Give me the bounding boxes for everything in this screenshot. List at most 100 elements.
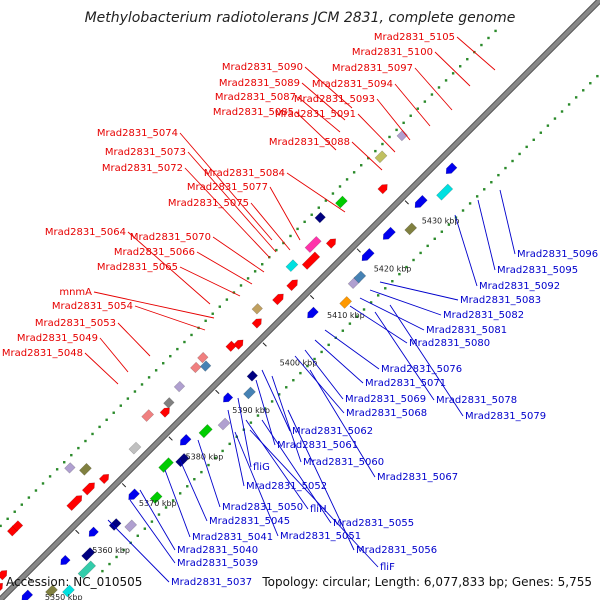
forward-track-dot bbox=[261, 263, 264, 266]
gene-box bbox=[45, 584, 58, 598]
forward-track-dot bbox=[303, 220, 306, 224]
forward-gene-label: Mrad2831_5090 bbox=[222, 62, 303, 73]
reverse-track-dot bbox=[447, 223, 451, 226]
reverse-track-dot bbox=[497, 173, 500, 177]
tick-mark bbox=[309, 295, 315, 300]
forward-track-dot bbox=[225, 298, 229, 301]
forward-gene-label-leader bbox=[297, 96, 341, 133]
forward-track-dot bbox=[176, 347, 179, 351]
forward-gene bbox=[0, 570, 8, 581]
reverse-gene-label: Mrad2831_5092 bbox=[479, 281, 560, 292]
gene-arrow bbox=[88, 526, 99, 537]
tick-label: 5420 kbp bbox=[374, 264, 412, 273]
reverse-gene-label: Mrad2831_5080 bbox=[409, 338, 490, 349]
label-leader-lines bbox=[84, 36, 516, 583]
forward-track-dot bbox=[402, 121, 405, 125]
reverse-gene bbox=[217, 417, 231, 431]
forward-gene-label-leader bbox=[295, 111, 337, 151]
reverse-track-dot bbox=[490, 181, 493, 184]
tick-label: 5350 kbp bbox=[45, 593, 83, 600]
reverse-gene bbox=[62, 584, 75, 598]
forward-gene-label: Mrad2831_5105 bbox=[374, 32, 455, 43]
reverse-track-dot bbox=[101, 569, 104, 573]
forward-gene bbox=[173, 380, 186, 393]
reverse-gene-label-leader bbox=[129, 499, 176, 564]
forward-track-dot bbox=[162, 362, 165, 365]
forward-gene-label: Mrad2831_5074 bbox=[97, 128, 178, 139]
reverse-track-dot bbox=[178, 492, 182, 495]
gene-box bbox=[198, 424, 213, 439]
reverse-gene-label-leader bbox=[139, 489, 176, 551]
forward-gene bbox=[233, 339, 244, 350]
reverse-gene-label: Mrad2831_5045 bbox=[209, 516, 290, 527]
forward-track-dot bbox=[91, 432, 94, 436]
gene-arrow bbox=[179, 433, 192, 446]
forward-gene-label: Mrad2831_5070 bbox=[130, 232, 211, 243]
forward-gene-label: Mrad2831_5053 bbox=[35, 318, 116, 329]
reverse-track-dot bbox=[157, 513, 161, 516]
reverse-gene-label-leader bbox=[227, 409, 245, 487]
reverse-track-dot bbox=[369, 301, 373, 304]
forward-track-dot bbox=[140, 383, 144, 386]
forward-track-dot bbox=[112, 411, 115, 414]
reverse-gene bbox=[45, 584, 58, 598]
forward-gene-label-leader bbox=[304, 66, 353, 109]
forward-gene bbox=[251, 303, 263, 315]
reverse-gene bbox=[198, 424, 213, 439]
forward-gene bbox=[64, 462, 76, 474]
forward-gene-label-leader bbox=[93, 291, 215, 319]
reverse-gene-label-leader bbox=[164, 469, 191, 538]
forward-track-dot bbox=[183, 340, 186, 344]
gene-box bbox=[243, 386, 256, 400]
forward-gene-label: Mrad2831_5054 bbox=[52, 301, 133, 312]
reverse-gene-label-leader bbox=[261, 369, 291, 432]
reverse-track-dot bbox=[426, 244, 429, 248]
reverse-gene-label: Mrad2831_5039 bbox=[177, 558, 258, 569]
forward-gene bbox=[396, 129, 408, 142]
reverse-gene-label: Mrad2831_5052 bbox=[246, 481, 327, 492]
gene-box bbox=[251, 303, 263, 315]
reverse-gene-label-leader bbox=[389, 304, 464, 417]
tick-mark bbox=[262, 342, 267, 347]
forward-gene bbox=[11, 520, 24, 532]
reverse-gene-label-leader bbox=[197, 439, 221, 508]
reverse-gene-label: Mrad2831_5051 bbox=[280, 531, 361, 542]
forward-gene-label: Mrad2831_5073 bbox=[105, 147, 186, 158]
tick-label: 5370 kbp bbox=[139, 499, 177, 508]
reverse-gene bbox=[175, 453, 190, 468]
reverse-track-dot bbox=[376, 294, 380, 297]
tick-mark bbox=[404, 200, 409, 205]
reverse-gene bbox=[436, 183, 454, 201]
gene-arrow bbox=[60, 554, 71, 566]
reverse-gene bbox=[414, 194, 428, 208]
tick-label: 5360 kbp bbox=[92, 546, 130, 555]
forward-gene-label-leader bbox=[179, 266, 241, 297]
gene-arrow bbox=[307, 306, 319, 319]
forward-track-dot bbox=[338, 185, 342, 188]
reverse-track-dot bbox=[186, 485, 189, 488]
tick-label: 5400 kbp bbox=[280, 358, 318, 367]
reverse-gene-label: Mrad2831_5061 bbox=[277, 440, 358, 451]
gene-arrow bbox=[377, 184, 388, 195]
reverse-track-dot bbox=[299, 371, 302, 375]
gene-arrow bbox=[223, 392, 234, 403]
gene-box bbox=[173, 380, 186, 393]
gene-box bbox=[79, 462, 92, 476]
reverse-track-dot bbox=[327, 343, 330, 347]
forward-gene-label: Mrad2831_5075 bbox=[168, 198, 249, 209]
gene-box bbox=[225, 340, 237, 352]
reverse-gene bbox=[81, 547, 96, 562]
reverse-gene-label: Mrad2831_5081 bbox=[426, 325, 507, 336]
gene-box bbox=[108, 518, 122, 531]
forward-track-dot bbox=[494, 29, 497, 33]
reverse-track-dot bbox=[398, 272, 401, 276]
forward-gene bbox=[0, 582, 3, 594]
reverse-gene-label-leader bbox=[477, 199, 496, 271]
reverse-gene bbox=[88, 526, 99, 537]
forward-gene-label-leader bbox=[414, 67, 453, 111]
gene-box bbox=[314, 211, 326, 224]
forward-gene bbox=[286, 279, 298, 292]
forward-track-dot bbox=[48, 475, 52, 478]
